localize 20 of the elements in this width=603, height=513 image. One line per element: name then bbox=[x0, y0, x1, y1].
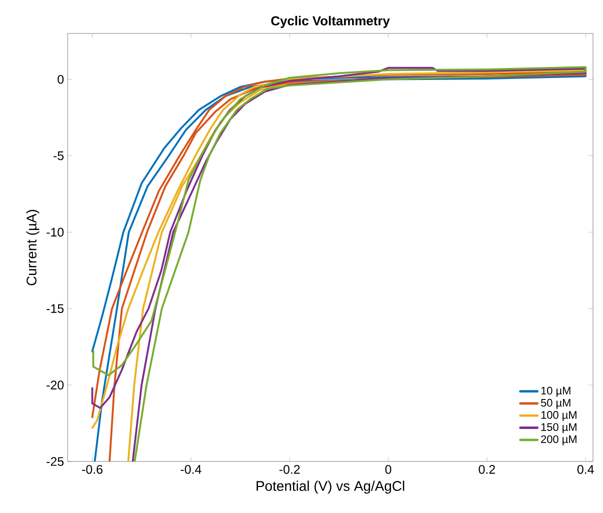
x-tick-label: -0.4 bbox=[180, 465, 202, 474]
x-tick-label: -0.2 bbox=[279, 465, 300, 474]
x-axis-title: Potential (V) vs Ag/AgCl bbox=[256, 480, 404, 494]
legend-label: 50 µM bbox=[540, 398, 570, 409]
x-tick-label: 0.4 bbox=[577, 465, 594, 474]
y-tick-label: -15 bbox=[46, 304, 64, 313]
y-axis-title: Current (µA) bbox=[26, 210, 40, 286]
y-tick-label: -5 bbox=[54, 151, 64, 160]
x-tick-label: 0 bbox=[385, 465, 392, 474]
x-tick-label: -0.6 bbox=[82, 465, 102, 474]
legend-label: 200 µM bbox=[541, 435, 576, 446]
legend-label: 100 µM bbox=[541, 411, 576, 421]
legend-label: 10 µM bbox=[541, 386, 570, 397]
y-tick-label: -10 bbox=[46, 228, 64, 237]
legend-label: 150 µM bbox=[541, 423, 576, 434]
y-tick-label: -20 bbox=[46, 380, 64, 390]
chart-title: Cyclic Voltammetry bbox=[271, 16, 390, 28]
y-tick-label: 0 bbox=[58, 74, 64, 84]
x-tick-label: 0.2 bbox=[478, 465, 495, 474]
y-tick-label: -25 bbox=[46, 457, 64, 466]
